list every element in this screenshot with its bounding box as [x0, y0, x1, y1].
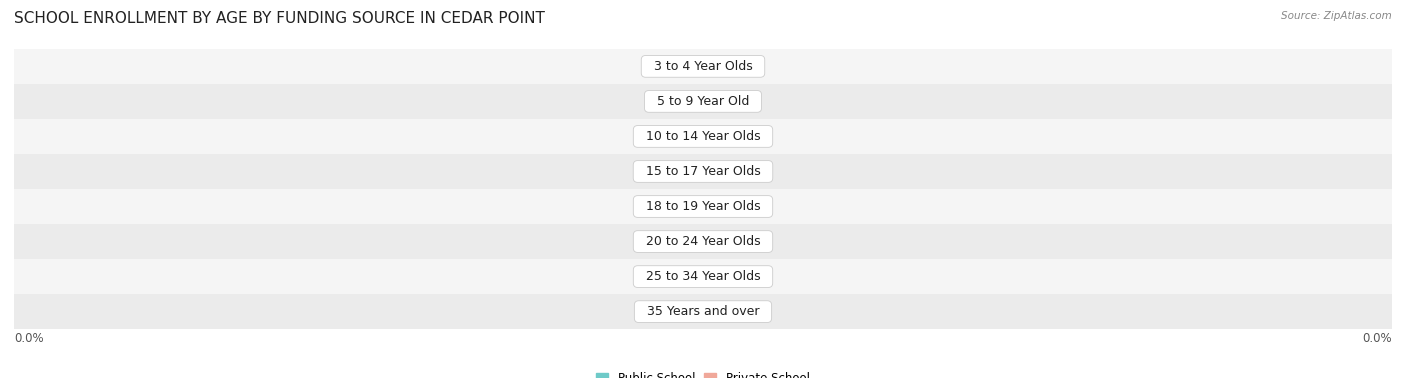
Text: 0.0%: 0.0%	[673, 165, 706, 178]
Legend: Public School, Private School: Public School, Private School	[592, 367, 814, 378]
Bar	[703, 56, 730, 77]
Text: 0.0%: 0.0%	[700, 305, 733, 318]
Text: 0.0%: 0.0%	[700, 235, 733, 248]
Text: 20 to 24 Year Olds: 20 to 24 Year Olds	[638, 235, 768, 248]
Bar	[676, 231, 703, 252]
Text: Source: ZipAtlas.com: Source: ZipAtlas.com	[1281, 11, 1392, 21]
Bar	[703, 91, 730, 112]
Bar	[703, 266, 730, 287]
Bar	[0, 259, 1406, 294]
Bar	[0, 119, 1406, 154]
Bar	[0, 224, 1406, 259]
Bar	[703, 196, 730, 217]
Text: 0.0%: 0.0%	[14, 332, 44, 345]
Text: 0.0%: 0.0%	[673, 95, 706, 108]
Text: 0.0%: 0.0%	[1362, 332, 1392, 345]
Bar	[676, 91, 703, 112]
Bar	[676, 126, 703, 147]
Bar	[676, 56, 703, 77]
Bar	[703, 231, 730, 252]
Text: 3 to 4 Year Olds: 3 to 4 Year Olds	[645, 60, 761, 73]
Bar	[0, 189, 1406, 224]
Text: 25 to 34 Year Olds: 25 to 34 Year Olds	[638, 270, 768, 283]
Bar	[0, 294, 1406, 329]
Bar	[676, 196, 703, 217]
Bar	[676, 266, 703, 287]
Text: 10 to 14 Year Olds: 10 to 14 Year Olds	[638, 130, 768, 143]
Bar	[703, 126, 730, 147]
Text: SCHOOL ENROLLMENT BY AGE BY FUNDING SOURCE IN CEDAR POINT: SCHOOL ENROLLMENT BY AGE BY FUNDING SOUR…	[14, 11, 546, 26]
Bar	[0, 49, 1406, 84]
Text: 15 to 17 Year Olds: 15 to 17 Year Olds	[638, 165, 768, 178]
Text: 0.0%: 0.0%	[673, 270, 706, 283]
Text: 0.0%: 0.0%	[700, 165, 733, 178]
Text: 5 to 9 Year Old: 5 to 9 Year Old	[648, 95, 758, 108]
Text: 0.0%: 0.0%	[700, 130, 733, 143]
Bar	[0, 154, 1406, 189]
Text: 0.0%: 0.0%	[700, 95, 733, 108]
Bar	[703, 161, 730, 182]
Text: 0.0%: 0.0%	[700, 270, 733, 283]
Text: 0.0%: 0.0%	[700, 60, 733, 73]
Text: 0.0%: 0.0%	[673, 200, 706, 213]
Bar	[676, 301, 703, 322]
Text: 0.0%: 0.0%	[673, 130, 706, 143]
Text: 0.0%: 0.0%	[673, 60, 706, 73]
Bar	[0, 84, 1406, 119]
Text: 0.0%: 0.0%	[700, 200, 733, 213]
Bar	[703, 301, 730, 322]
Text: 0.0%: 0.0%	[673, 235, 706, 248]
Text: 0.0%: 0.0%	[673, 305, 706, 318]
Text: 35 Years and over: 35 Years and over	[638, 305, 768, 318]
Bar	[676, 161, 703, 182]
Text: 18 to 19 Year Olds: 18 to 19 Year Olds	[638, 200, 768, 213]
